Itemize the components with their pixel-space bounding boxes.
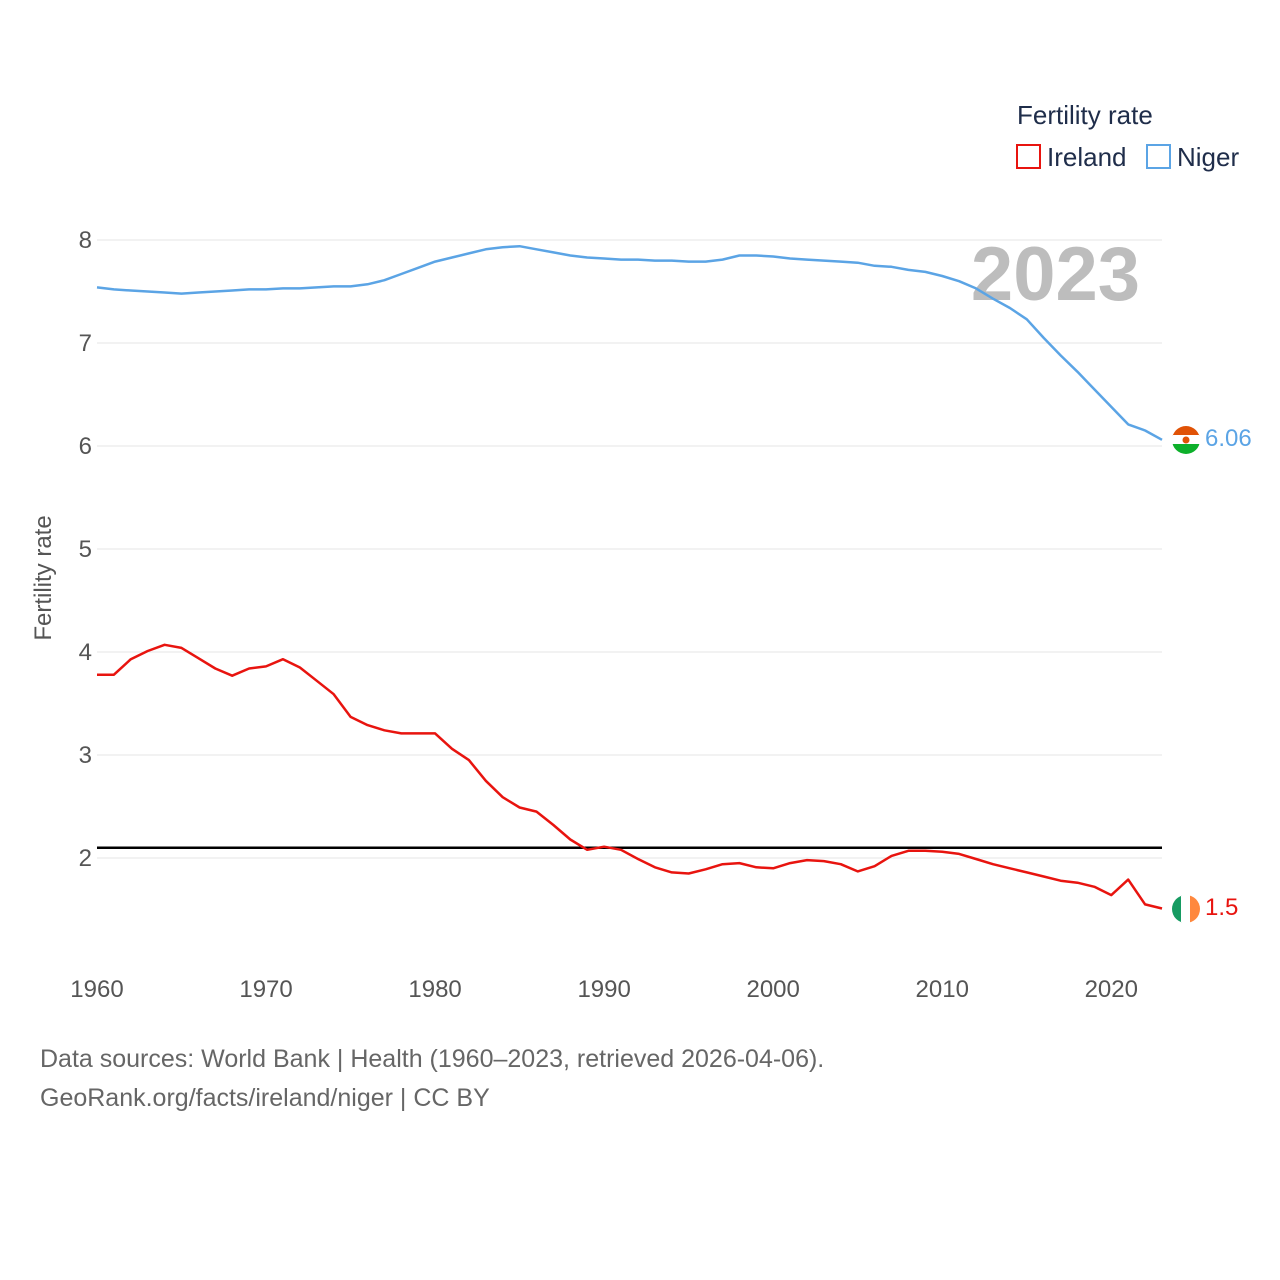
series-line-ireland[interactable] [97, 643, 1163, 910]
y-axis-label: Fertility rate [30, 515, 57, 640]
legend-item-niger[interactable]: Niger [1146, 142, 1239, 172]
y-tick-label: 3 [79, 742, 92, 769]
legend-swatch-ireland [1016, 144, 1041, 169]
ireland-end-value: 1.5 [1205, 894, 1238, 921]
legend-swatch-niger [1146, 144, 1171, 169]
legend-label-niger: Niger [1177, 142, 1239, 172]
x-tick-label: 2010 [916, 976, 969, 1003]
niger-end-value: 6.06 [1205, 425, 1252, 452]
legend-item-ireland[interactable]: Ireland [1016, 142, 1127, 172]
series-line-niger[interactable] [96, 244, 1163, 441]
x-tick-label: 2000 [746, 976, 799, 1003]
x-tick-label: 1960 [70, 976, 123, 1003]
grid-lines [97, 239, 1162, 859]
series-lines [96, 244, 1163, 910]
x-tick-label: 2020 [1085, 976, 1138, 1003]
data-sources-text: Data sources: World Bank | Health (1960–… [40, 1045, 825, 1073]
x-tick-label: 1970 [239, 976, 292, 1003]
y-tick-label: 5 [79, 536, 92, 563]
y-tick-label: 8 [79, 227, 92, 254]
y-tick-label: 2 [79, 845, 92, 872]
legend: Fertility rate Ireland Niger [1016, 100, 1239, 172]
attribution-link[interactable]: GeoRank.org/facts/ireland/niger | CC BY [40, 1084, 490, 1112]
x-axis-ticks: 1960 1970 1980 1990 2000 2010 2020 [70, 976, 1138, 1003]
legend-title: Fertility rate [1017, 100, 1153, 130]
x-tick-label: 1980 [408, 976, 461, 1003]
niger-flag-icon [1172, 426, 1200, 454]
year-watermark: 2023 [971, 232, 1140, 317]
legend-label-ireland: Ireland [1047, 142, 1127, 172]
y-axis-ticks: 2 3 4 5 6 7 8 [79, 227, 92, 872]
y-tick-label: 7 [79, 330, 92, 357]
x-tick-label: 1990 [577, 976, 630, 1003]
y-tick-label: 6 [79, 433, 92, 460]
y-tick-label: 4 [79, 639, 92, 666]
ireland-flag-icon [1172, 895, 1200, 923]
